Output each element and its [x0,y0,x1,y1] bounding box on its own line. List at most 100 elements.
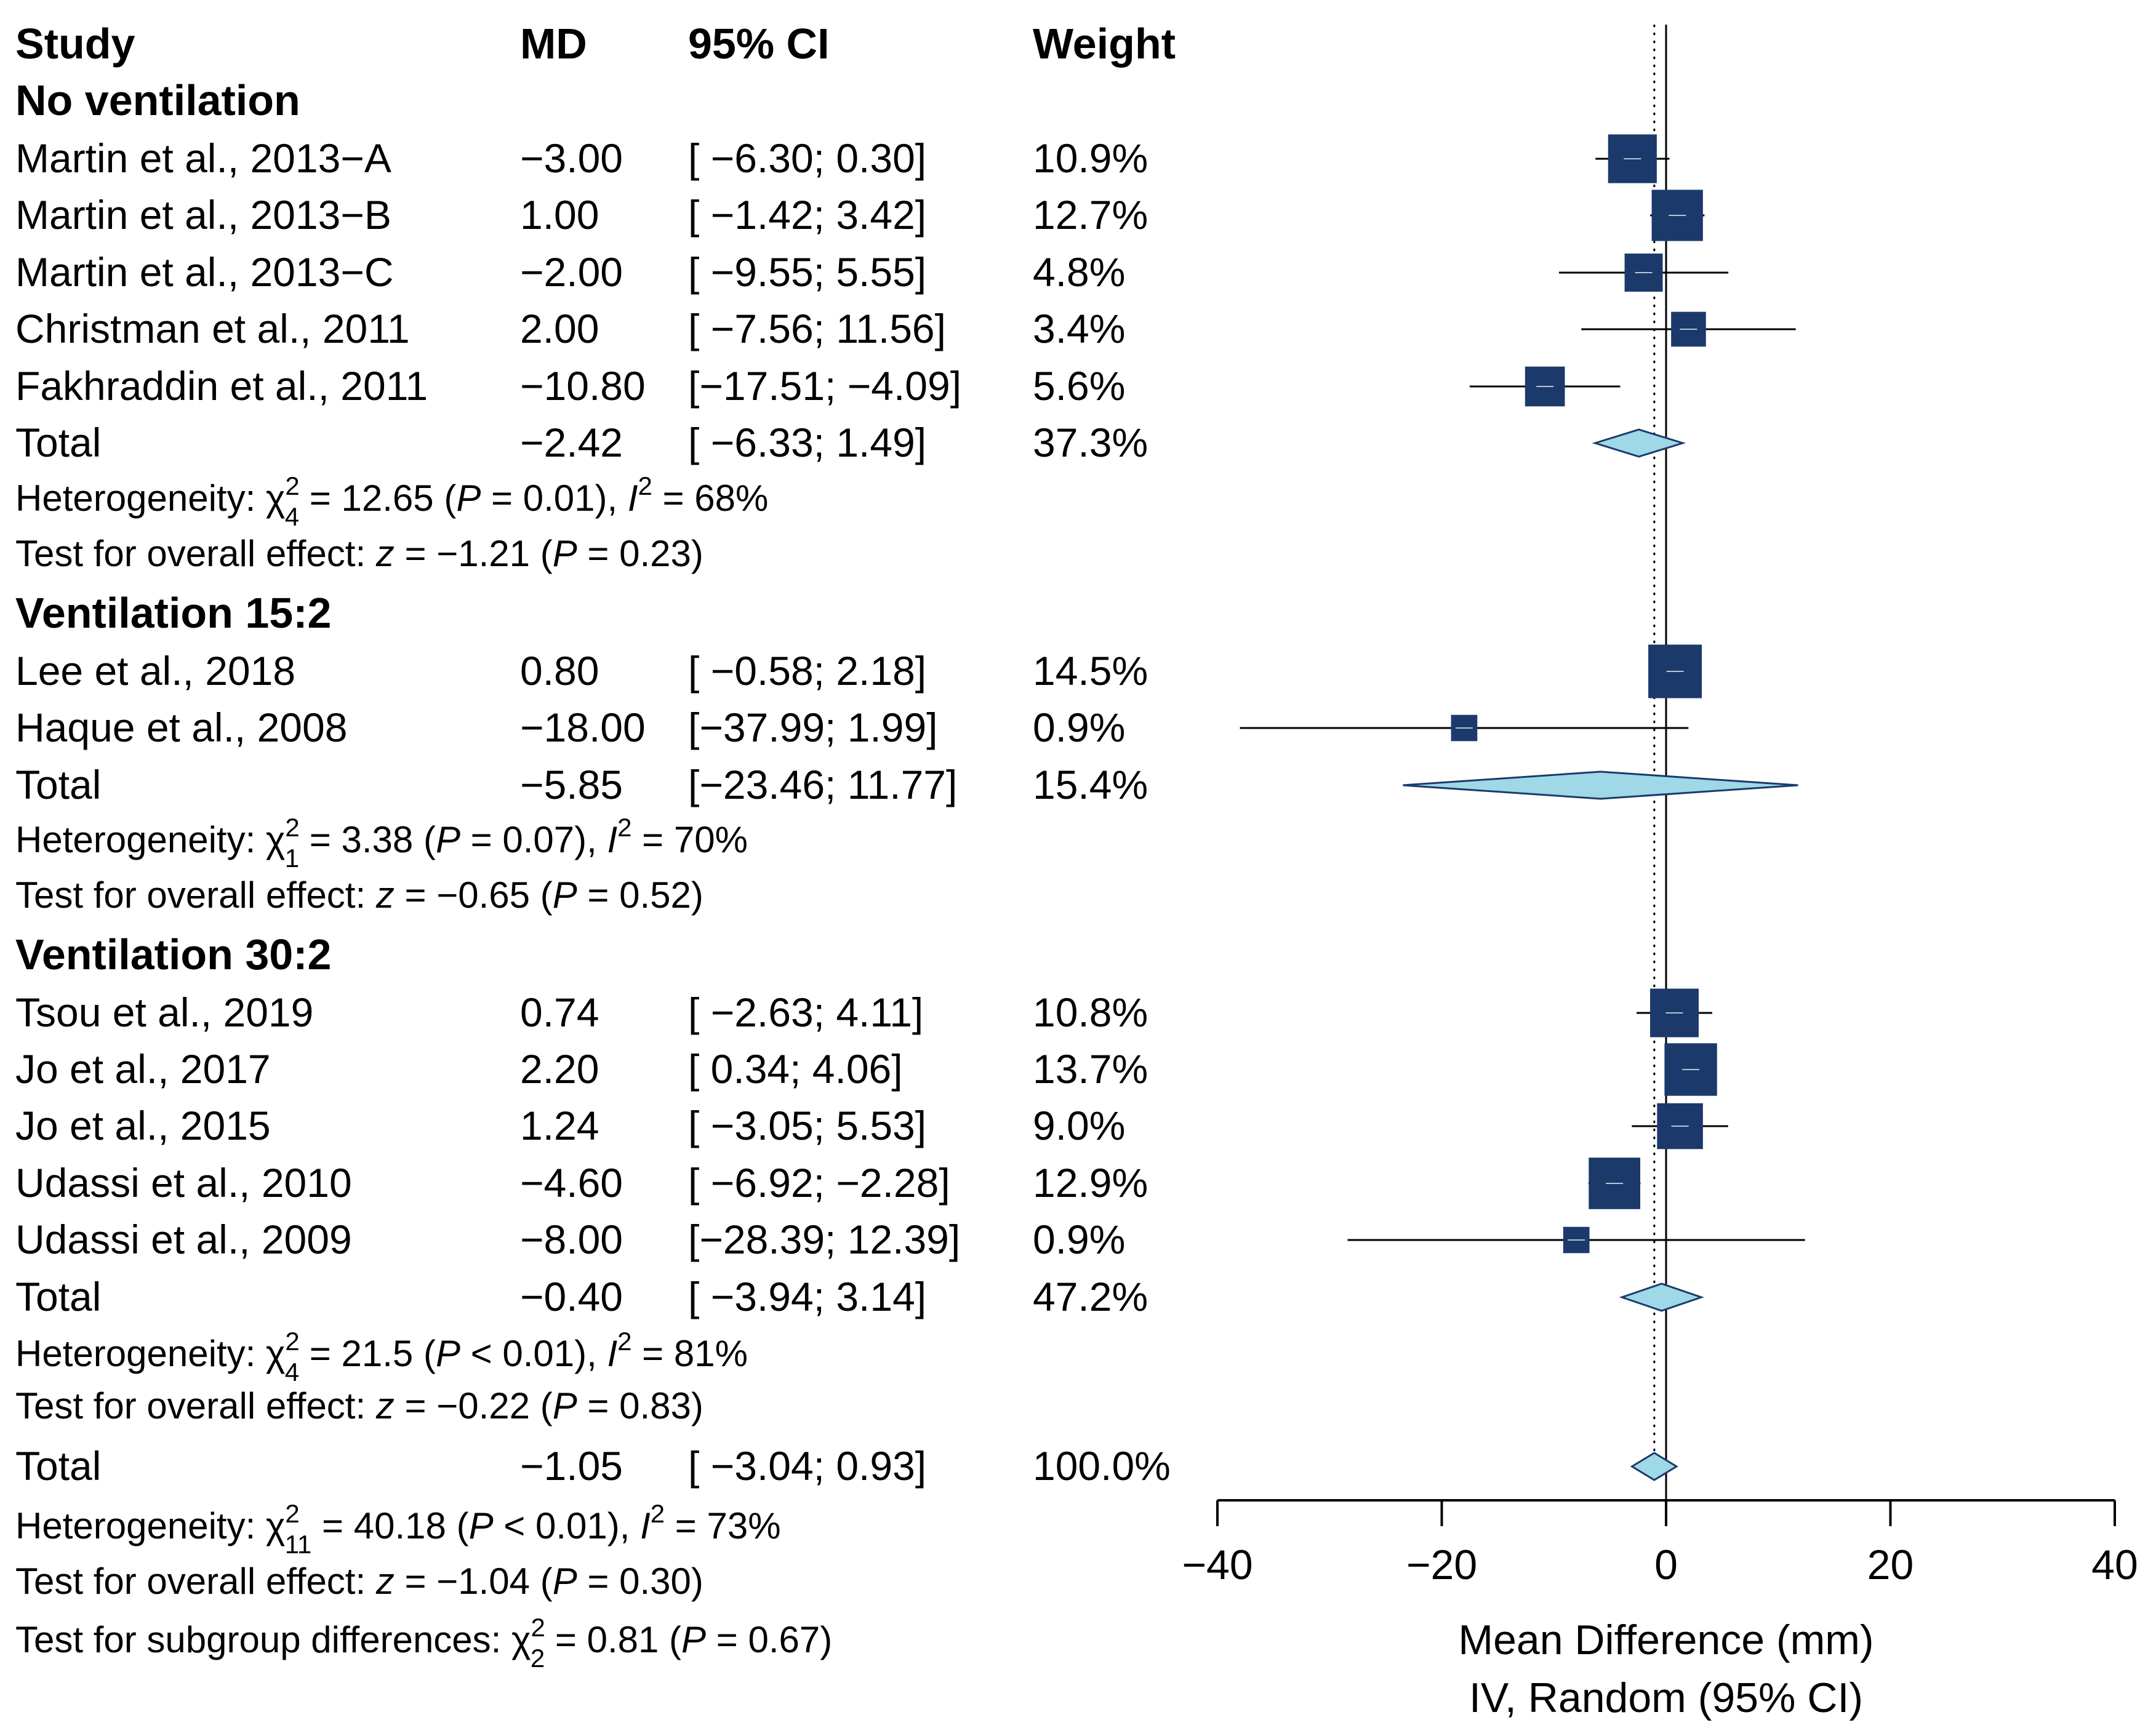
overall-heterogeneity-stat: Heterogeneity: χ2 11 = 40.18 (P < 0.01), … [15,1499,781,1559]
stat-token: < 0.01), [494,1505,640,1546]
study-weight: 4.8% [1033,249,1125,295]
subgroup-total-ci: [ −3.94; 3.14] [688,1274,926,1319]
stat-token: = 81% [631,1333,747,1374]
subgroup-total-label: Total [15,1274,101,1319]
study-name: Haque et al., 2008 [15,705,347,750]
header-md: MD [520,20,587,68]
study-md: −8.00 [520,1217,623,1262]
study-ci: [ −0.58; 2.18] [688,648,926,694]
stat-token: P [553,1385,577,1426]
pooled-diamond [1592,428,1686,458]
chi-symbol: χ [511,1619,531,1660]
stat-token: = 40.18 ( [311,1505,468,1546]
stat-token: Test for overall effect: [15,1561,376,1602]
stat-token: z [375,1385,395,1426]
subgroup-heading: Ventilation 15:2 [15,589,331,637]
subgroup-heading: No ventilation [15,76,300,124]
chi-symbol: χ [266,1333,286,1374]
x-tick-label: 20 [1867,1542,1914,1588]
stat-token: = 70% [631,819,747,860]
stat-token: 4 [285,1358,299,1386]
x-tick-label: 40 [2091,1542,2138,1588]
stat-token: P [469,1505,494,1546]
stat-token: z [375,874,395,916]
study-name: Udassi et al., 2009 [15,1217,352,1262]
study-md: −3.00 [520,135,623,181]
stat-token: P [436,819,460,860]
stat-token: Test for subgroup differences: [15,1619,511,1660]
study-ci: [−17.51; −4.09] [688,363,961,409]
overall-total-weight: 100.0% [1033,1443,1171,1489]
stat-token: = 12.65 ( [299,478,456,519]
stat-token: 1 [285,844,299,873]
stat-token: I [640,1505,651,1546]
study-name: Jo et al., 2017 [15,1046,271,1092]
overall-total-label: Total [15,1443,101,1489]
stat-token: P [681,1619,706,1660]
stat-token: = 0.23) [577,533,703,574]
stat-token: = −0.65 ( [395,874,553,916]
study-weight: 12.9% [1033,1160,1148,1206]
stat-token: Test for overall effect: [15,874,376,916]
study-md: −18.00 [520,705,646,750]
study-ci: [ 0.34; 4.06] [688,1046,903,1092]
stat-token: Heterogeneity: [15,1333,266,1374]
study-weight: 5.6% [1033,363,1125,409]
stat-token: P [436,1333,460,1374]
subgroup-total-md: −0.40 [520,1274,623,1319]
stat-token: Test for overall effect: [15,1385,376,1426]
stat-token: = 0.07), [460,819,607,860]
stat-token: 2 [531,1644,545,1673]
study-name: Tsou et al., 2019 [15,990,313,1035]
stat-token: 2 [285,1327,299,1356]
pooled-diamond [1619,1282,1704,1312]
stat-token: = 68% [652,478,768,519]
stat-token: = 3.38 ( [299,819,436,860]
subgroup-total-weight: 15.4% [1033,762,1148,807]
study-weight: 9.0% [1033,1103,1125,1148]
study-name: Christman et al., 2011 [15,306,410,351]
x-tick-label: −20 [1406,1542,1477,1588]
stat-token: = 0.30) [577,1561,703,1602]
study-md: −10.80 [520,363,646,409]
study-weight: 3.4% [1033,306,1125,351]
stat-token: 2 [531,1613,545,1642]
stat-token: = 0.01), [481,478,627,519]
chi-symbol: χ [266,1505,286,1546]
heterogeneity-stat: Heterogeneity: χ2 4 = 12.65 (P = 0.01), I… [15,471,768,531]
heterogeneity-stat: Heterogeneity: χ2 4 = 21.5 (P < 0.01), I2… [15,1327,748,1386]
overall-total-ci: [ −3.04; 0.93] [688,1443,926,1489]
header-weight: Weight [1033,20,1176,68]
overall-effect-test: Test for overall effect: z = −1.04 (P = … [15,1561,703,1602]
stat-token: 2 [285,813,299,842]
study-md: 0.74 [520,990,599,1035]
stat-token: 2 [617,1327,631,1356]
subgroup-total-md: −2.42 [520,420,623,465]
stat-token: P [553,874,577,916]
study-name: Jo et al., 2015 [15,1103,271,1148]
subgroup-total-ci: [ −6.33; 1.49] [688,420,926,465]
stat-token: P [456,478,481,519]
study-md: 2.20 [520,1046,599,1092]
study-name: Martin et al., 2013−B [15,192,391,238]
study-ci: [ −1.42; 3.42] [688,192,926,238]
stat-token: Heterogeneity: [15,1505,266,1546]
study-name: Lee et al., 2018 [15,648,295,694]
subgroup-total-weight: 37.3% [1033,420,1148,465]
study-md: 0.80 [520,648,599,694]
study-md: 1.00 [520,192,599,238]
stat-token: = 21.5 ( [299,1333,436,1374]
study-ci: [−28.39; 12.39] [688,1217,960,1262]
stat-token: = −1.04 ( [395,1561,553,1602]
stat-token: = 0.81 ( [545,1619,681,1660]
heterogeneity-stat: Heterogeneity: χ2 1 = 3.38 (P = 0.07), I2… [15,813,748,873]
study-weight: 13.7% [1033,1046,1148,1092]
stat-token: Heterogeneity: [15,478,266,519]
study-md: −4.60 [520,1160,623,1206]
stat-token: = 0.83) [577,1385,703,1426]
stat-token: 11 [285,1530,312,1559]
stat-token: Test for overall effect: [15,533,376,574]
study-weight: 0.9% [1033,705,1125,750]
stat-token: 2 [617,813,631,842]
